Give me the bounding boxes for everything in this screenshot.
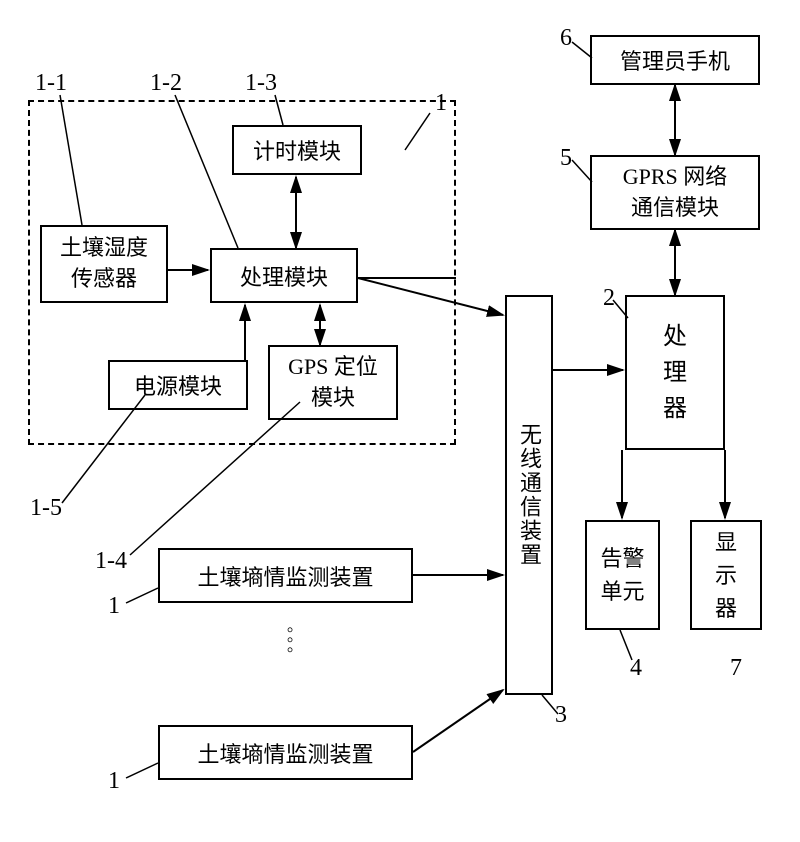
soil-monitor-2-node: 土壤墒情监测装置 <box>158 725 413 780</box>
timer-node: 计时模块 <box>232 125 362 175</box>
soil-monitor-1-label: 土壤墒情监测装置 <box>197 560 373 592</box>
ref-6: 6 <box>560 25 572 52</box>
wireless-node: 无线通信装置 <box>505 295 553 695</box>
soil-monitor-1-node: 土壤墒情监测装置 <box>158 548 413 603</box>
wireless-label: 无线通信装置 <box>513 423 545 567</box>
proc-module-label: 处理模块 <box>240 260 328 292</box>
humidity-node: 土壤湿度 传感器 <box>40 225 168 303</box>
humidity-label: 土壤湿度 传感器 <box>60 233 148 295</box>
ref-1-3: 1-3 <box>245 70 277 97</box>
ellipsis-icon: ◦◦◦ <box>280 625 300 655</box>
alarm-node: 告警 单元 <box>585 520 660 630</box>
admin-phone-node: 管理员手机 <box>590 35 760 85</box>
gps-label: GPS 定位 模块 <box>288 352 378 414</box>
gps-node: GPS 定位 模块 <box>268 345 398 420</box>
ref-1-4: 1-4 <box>95 548 127 575</box>
timer-label: 计时模块 <box>253 134 341 166</box>
processor-label: 处 理 器 <box>663 319 687 427</box>
power-label: 电源模块 <box>134 369 222 401</box>
display-node: 显 示 器 <box>690 520 762 630</box>
processor-node: 处 理 器 <box>625 295 725 450</box>
soil-monitor-2-label: 土壤墒情监测装置 <box>197 737 373 769</box>
ref-1-5: 1-5 <box>30 495 62 522</box>
gprs-node: GPRS 网络 通信模块 <box>590 155 760 230</box>
ref-3: 3 <box>555 702 567 729</box>
ref-1c: 1 <box>108 768 120 795</box>
gprs-label: GPRS 网络 通信模块 <box>623 162 728 224</box>
ref-7: 7 <box>730 655 742 682</box>
ref-5: 5 <box>560 145 572 172</box>
admin-phone-label: 管理员手机 <box>620 44 730 76</box>
alarm-label: 告警 单元 <box>600 542 644 608</box>
ref-1-2: 1-2 <box>150 70 182 97</box>
proc-module-node: 处理模块 <box>210 248 358 303</box>
display-label: 显 示 器 <box>715 526 737 625</box>
ref-4: 4 <box>630 655 642 682</box>
ref-1b: 1 <box>108 593 120 620</box>
power-node: 电源模块 <box>108 360 248 410</box>
ref-1-1: 1-1 <box>35 70 67 97</box>
ref-1a: 1 <box>435 90 447 117</box>
ref-2: 2 <box>603 285 615 312</box>
